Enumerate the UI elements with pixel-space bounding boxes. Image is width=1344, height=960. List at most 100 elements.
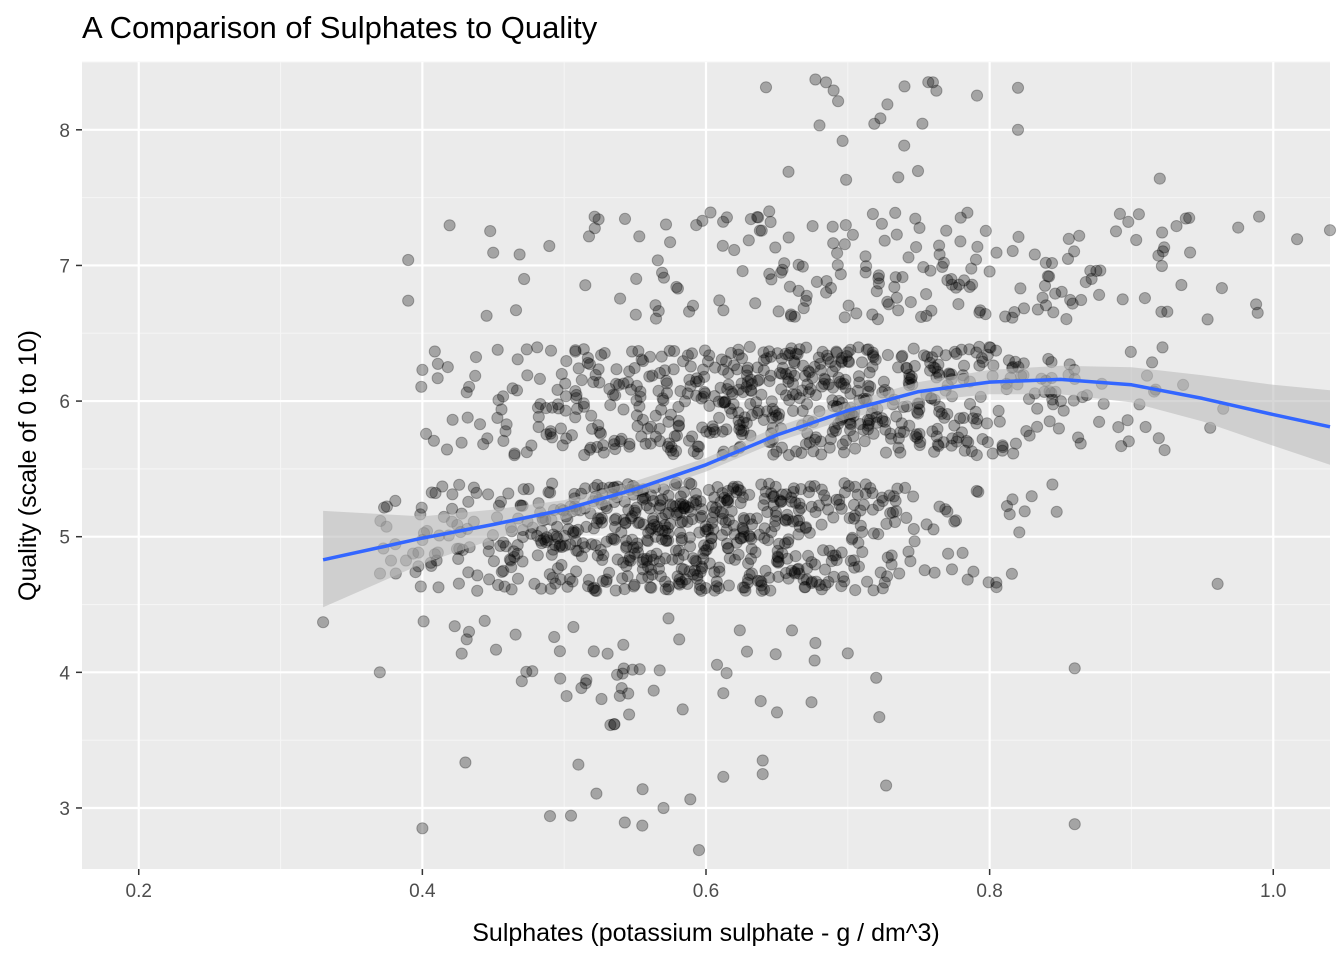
data-point: [794, 483, 808, 496]
data-point: [929, 362, 942, 375]
data-point: [623, 708, 636, 721]
data-point: [544, 344, 558, 357]
data-point: [420, 427, 433, 440]
data-point: [1047, 398, 1060, 411]
data-point: [654, 494, 667, 507]
data-point: [436, 480, 449, 493]
y-axis-title: Quality (scale of 0 to 10): [14, 330, 42, 601]
data-point: [716, 512, 729, 526]
data-point: [672, 552, 685, 566]
data-point: [970, 346, 983, 359]
data-point: [775, 383, 788, 396]
data-point: [583, 443, 596, 456]
data-point: [712, 582, 726, 595]
data-point: [684, 540, 697, 553]
data-point: [801, 562, 814, 575]
data-point: [788, 566, 801, 579]
data-point: [797, 302, 810, 315]
data-point: [676, 498, 690, 511]
data-point: [876, 494, 889, 508]
data-point: [788, 310, 801, 323]
data-point: [659, 524, 672, 538]
data-point: [497, 536, 510, 549]
data-point: [517, 483, 530, 496]
data-point: [689, 498, 703, 511]
data-point: [715, 353, 728, 366]
data-point: [992, 404, 1005, 417]
data-point: [535, 537, 548, 550]
data-point: [816, 345, 829, 358]
data-point: [549, 577, 562, 590]
data-point: [570, 388, 583, 402]
y-tick-label: 3: [59, 799, 70, 820]
data-point: [699, 544, 712, 557]
data-point: [640, 499, 653, 512]
data-point: [799, 580, 812, 594]
data-point: [996, 440, 1009, 454]
data-point: [1006, 311, 1019, 324]
data-point: [751, 211, 764, 224]
data-point: [755, 224, 768, 237]
data-point: [544, 427, 557, 440]
data-point: [774, 495, 787, 508]
data-point: [908, 535, 921, 548]
data-point: [765, 487, 778, 500]
data-point: [687, 552, 700, 565]
data-point: [641, 560, 655, 573]
data-point: [667, 447, 680, 461]
data-point: [967, 412, 980, 425]
data-point: [925, 304, 938, 317]
data-point: [617, 403, 630, 416]
data-point: [893, 567, 906, 580]
data-point: [707, 423, 720, 436]
data-point: [952, 298, 965, 311]
data-point: [721, 542, 735, 555]
data-point: [633, 516, 646, 529]
data-point: [835, 502, 848, 515]
data-point: [760, 352, 773, 365]
data-point: [647, 515, 660, 528]
data-point: [878, 234, 891, 247]
data-point: [881, 570, 894, 583]
data-point: [546, 571, 559, 584]
data-points: [317, 73, 1337, 857]
data-point: [849, 442, 862, 455]
data-point: [745, 567, 759, 580]
data-point: [317, 616, 330, 629]
data-point: [772, 556, 785, 569]
data-point: [768, 520, 781, 533]
data-point: [863, 413, 877, 426]
data-point: [885, 558, 898, 571]
data-point: [908, 359, 921, 373]
data-point: [866, 308, 879, 321]
data-point: [958, 444, 971, 457]
data-point: [763, 571, 776, 584]
data-point: [575, 374, 588, 387]
data-point: [833, 493, 846, 506]
data-point: [706, 420, 719, 433]
data-point: [775, 495, 788, 508]
data-point: [1201, 313, 1214, 326]
data-point: [815, 518, 828, 531]
data-point: [619, 516, 632, 529]
data-point: [955, 343, 968, 356]
data-point: [683, 373, 696, 386]
data-point: [751, 574, 765, 587]
data-point: [594, 427, 608, 440]
data-point: [800, 341, 813, 354]
data-point: [710, 501, 723, 514]
data-point: [879, 446, 893, 459]
data-point: [1009, 355, 1022, 368]
data-point: [1170, 220, 1183, 233]
data-point: [511, 353, 524, 366]
data-point: [571, 402, 584, 415]
data-point: [773, 494, 787, 507]
data-point: [611, 668, 624, 681]
data-point: [588, 222, 601, 235]
data-point: [617, 377, 630, 390]
data-point: [1068, 662, 1081, 675]
data-point: [462, 566, 475, 579]
data-point: [861, 413, 875, 427]
data-point: [682, 501, 695, 514]
data-point: [415, 380, 428, 393]
